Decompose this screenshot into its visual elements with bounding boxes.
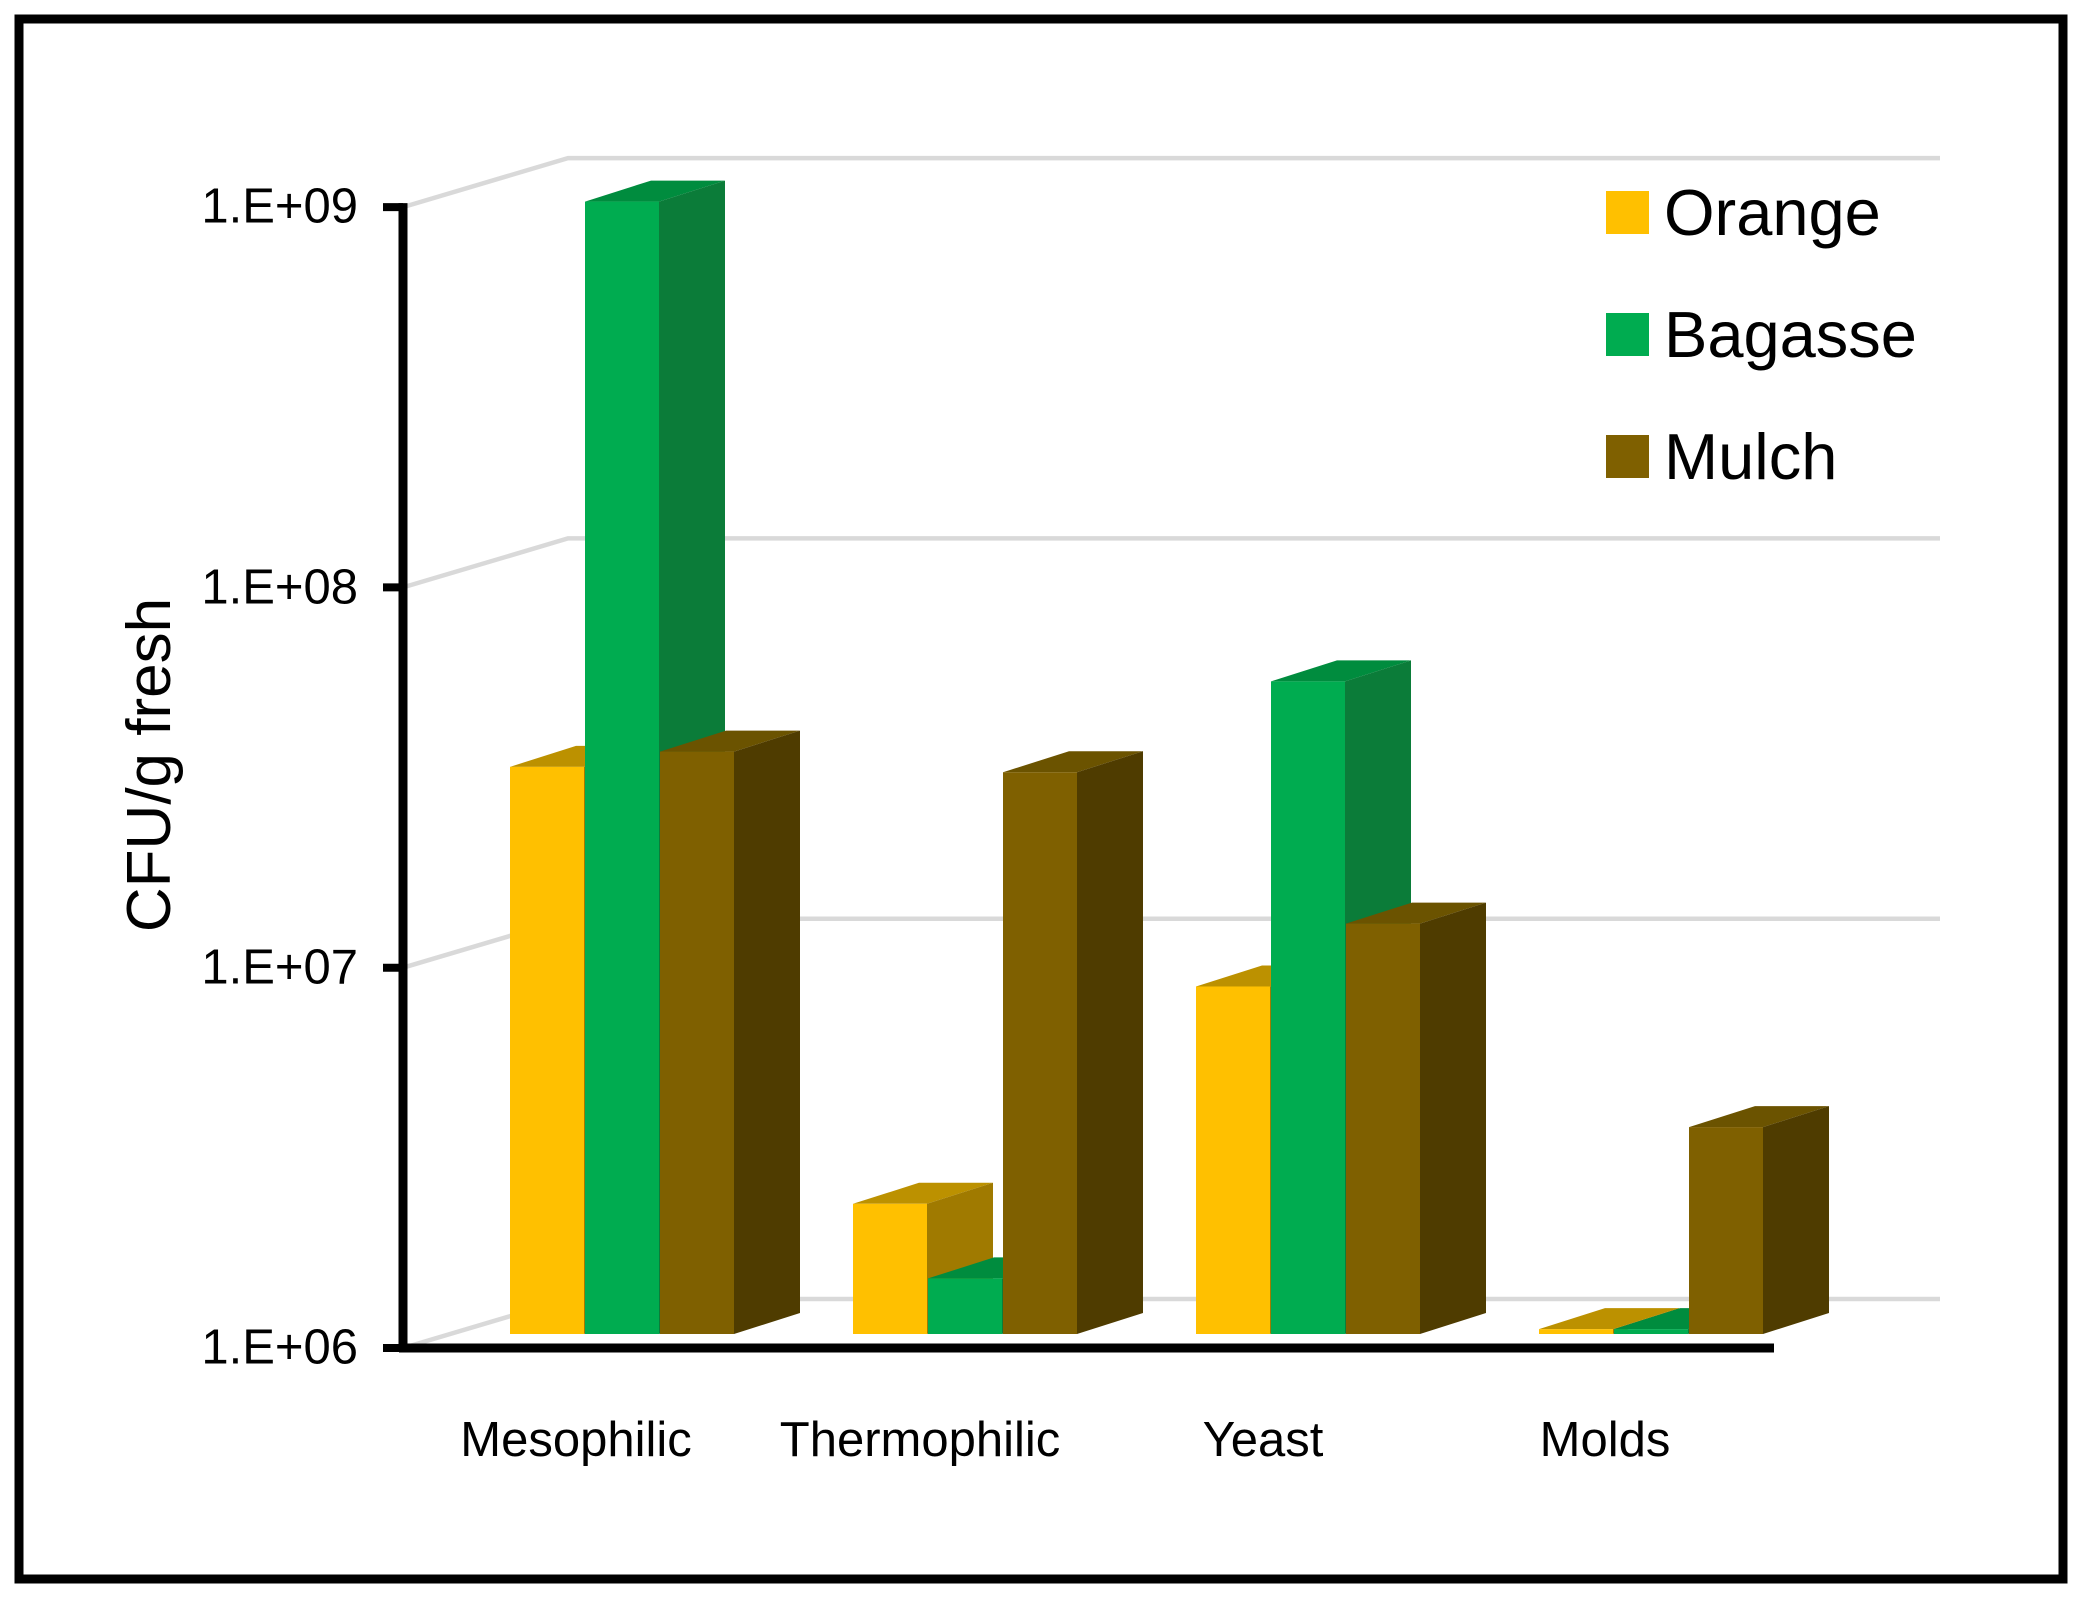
bar-molds-orange-front-face: [1539, 1329, 1613, 1334]
bar-mesophilic-bagasse-front-face: [585, 201, 659, 1334]
bar-mesophilic-bagasse-top-face: [585, 180, 725, 202]
legend-swatch-bagasse: [1606, 313, 1649, 356]
gridline-1.E+08: [402, 536, 1940, 590]
bar-thermophilic-orange-top-face: [853, 1182, 993, 1204]
bar-mesophilic-mulch-front-face: [660, 751, 734, 1334]
legend-entry-mulch: Mulch: [1606, 424, 1917, 489]
bar-thermophilic-orange-front-face: [853, 1203, 927, 1334]
bar-molds-orange-top-face: [1539, 1308, 1679, 1330]
bar-mesophilic-orange-front-face: [510, 766, 584, 1334]
legend-label-orange: Orange: [1664, 176, 1881, 249]
bar-yeast-orange-front-face: [1196, 986, 1270, 1334]
bar-yeast-mulch-front-face: [1346, 923, 1420, 1334]
legend-label-mulch: Mulch: [1664, 420, 1838, 493]
bar-thermophilic-mulch-front-face: [1003, 772, 1077, 1334]
x-category-label-yeast: Yeast: [1202, 1413, 1324, 1467]
bar-molds-bagasse-front-face: [1614, 1329, 1688, 1334]
bar-yeast-mulch-top-face: [1346, 902, 1486, 924]
legend-swatch-mulch: [1606, 435, 1649, 478]
x-category-label-molds: Molds: [1539, 1413, 1671, 1467]
legend-entry-orange: Orange: [1606, 180, 1917, 245]
x-category-label-mesophilic: Mesophilic: [460, 1413, 692, 1467]
legend-entry-bagasse: Bagasse: [1606, 302, 1917, 367]
bar-yeast-bagasse-front-face: [1271, 681, 1345, 1334]
bar-mesophilic-mulch-side-face: [734, 730, 800, 1334]
bar-mesophilic-mulch-top-face: [660, 730, 800, 752]
legend: Orange Bagasse Mulch: [1606, 180, 1917, 489]
y-tick-label-1e8: 1.E+08: [201, 560, 358, 615]
bar-molds-mulch-front-face: [1689, 1127, 1763, 1334]
bar-molds-mulch-top-face: [1689, 1106, 1829, 1128]
x-category-label-thermophilic: Thermophilic: [779, 1413, 1061, 1467]
bar-thermophilic-mulch-side-face: [1077, 751, 1143, 1334]
figure-border: [14, 14, 2068, 1584]
y-tick-label-1e9: 1.E+09: [201, 179, 358, 234]
y-axis-title: CFU/g fresh: [115, 597, 184, 933]
legend-swatch-orange: [1606, 191, 1649, 234]
bar-yeast-mulch-side-face: [1420, 902, 1486, 1334]
bar-thermophilic-mulch-top-face: [1003, 751, 1143, 773]
y-tick-label-1e7: 1.E+07: [201, 940, 358, 995]
bar-molds-mulch-side-face: [1763, 1106, 1829, 1334]
gridline-1.E+09: [402, 155, 1940, 210]
bar-yeast-bagasse-top-face: [1271, 660, 1411, 682]
legend-label-bagasse: Bagasse: [1664, 298, 1917, 371]
y-tick-label-1e6: 1.E+06: [201, 1320, 358, 1375]
bar-thermophilic-bagasse-front-face: [928, 1278, 1002, 1334]
